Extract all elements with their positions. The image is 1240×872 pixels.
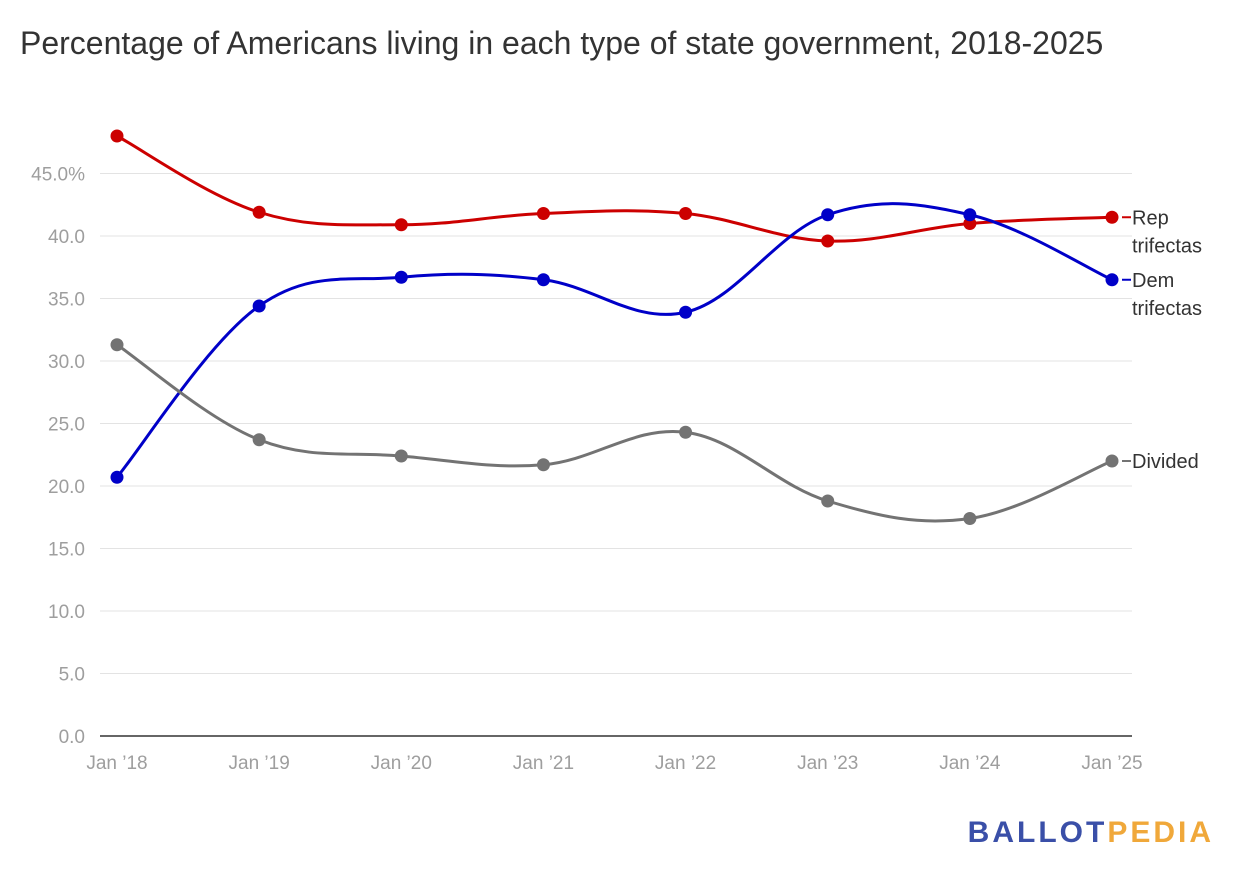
y-tick-label: 35.0 <box>48 290 85 311</box>
series-line-dem-trifectas <box>115 202 1113 479</box>
ballotpedia-logo: BALLOTPEDIA <box>968 816 1214 850</box>
series-label-line: trifectas <box>1132 298 1202 320</box>
y-tick-label: 30.0 <box>48 352 85 373</box>
series-label-line: Dem <box>1132 270 1174 292</box>
x-tick-label: Jan ’25 <box>1081 753 1142 774</box>
y-tick-label: 20.0 <box>48 477 85 498</box>
series-line-divided <box>116 343 1113 523</box>
series-line-rep-trifectas <box>116 134 1113 243</box>
series-label-line: Divided <box>1132 451 1199 473</box>
data-point-dem-trifectas <box>821 208 835 222</box>
data-point-dem-trifectas <box>394 270 408 284</box>
logo-part-ballot: BALLOT <box>967 816 1108 849</box>
data-point-dem-trifectas <box>679 305 693 319</box>
data-point-divided <box>679 425 693 439</box>
data-point-rep-trifectas <box>252 205 266 219</box>
y-tick-label: 0.0 <box>59 727 85 748</box>
axes: 0.0 5.0 10.0 15.0 20.0 25.0 30.0 35.0 40.0 45.0% J… <box>31 165 1143 775</box>
series-label-divided: Divided <box>1132 451 1199 473</box>
data-point-rep-trifectas <box>536 207 550 220</box>
x-tick-label: Jan ’21 <box>513 753 574 774</box>
x-tick-label: Jan ’24 <box>939 753 1001 774</box>
data-point-rep-trifectas <box>394 218 408 232</box>
data-point-divided <box>394 449 408 463</box>
data-point-divided <box>110 338 124 352</box>
data-point-divided <box>1105 454 1119 468</box>
gridlines <box>100 173 1132 674</box>
series-label-dem-trifectas: Dem trifectas <box>1132 270 1202 320</box>
data-point-dem-trifectas <box>963 208 977 222</box>
x-tick-label: Jan ’18 <box>86 753 147 774</box>
series-label-rep-trifectas: Rep trifectas <box>1132 207 1202 257</box>
data-point-dem-trifectas <box>110 470 124 484</box>
x-tick-label: Jan ’19 <box>229 753 290 774</box>
chart-title: Percentage of Americans living in each t… <box>20 25 1104 61</box>
y-tick-label: 45.0% <box>31 165 85 186</box>
data-point-divided <box>252 433 266 447</box>
series-label-line: trifectas <box>1132 235 1202 257</box>
data-point-rep-trifectas <box>110 129 124 143</box>
data-point-dem-trifectas <box>252 299 266 313</box>
x-tick-label: Jan ’23 <box>797 753 858 774</box>
data-point-dem-trifectas <box>536 273 550 287</box>
y-tick-label: 5.0 <box>59 665 85 686</box>
data-point-rep-trifectas <box>1105 210 1119 224</box>
series <box>110 129 1119 525</box>
y-tick-label: 15.0 <box>48 540 85 561</box>
series-label-line: Rep <box>1132 207 1169 229</box>
data-point-divided <box>821 494 835 508</box>
x-tick-label: Jan ’20 <box>371 753 432 774</box>
data-point-rep-trifectas <box>821 234 835 248</box>
data-point-divided <box>963 512 977 525</box>
data-point-dem-trifectas <box>1105 273 1119 287</box>
y-tick-label: 10.0 <box>48 602 85 623</box>
series-labels: Rep trifectas Dem trifectas Divided <box>1122 207 1202 473</box>
logo-part-pedia: PEDIA <box>1107 816 1214 849</box>
y-tick-label: 25.0 <box>48 415 85 436</box>
x-tick-label: Jan ’22 <box>655 753 716 774</box>
y-tick-label: 40.0 <box>48 227 85 248</box>
data-point-divided <box>536 458 550 472</box>
data-point-rep-trifectas <box>679 207 693 220</box>
